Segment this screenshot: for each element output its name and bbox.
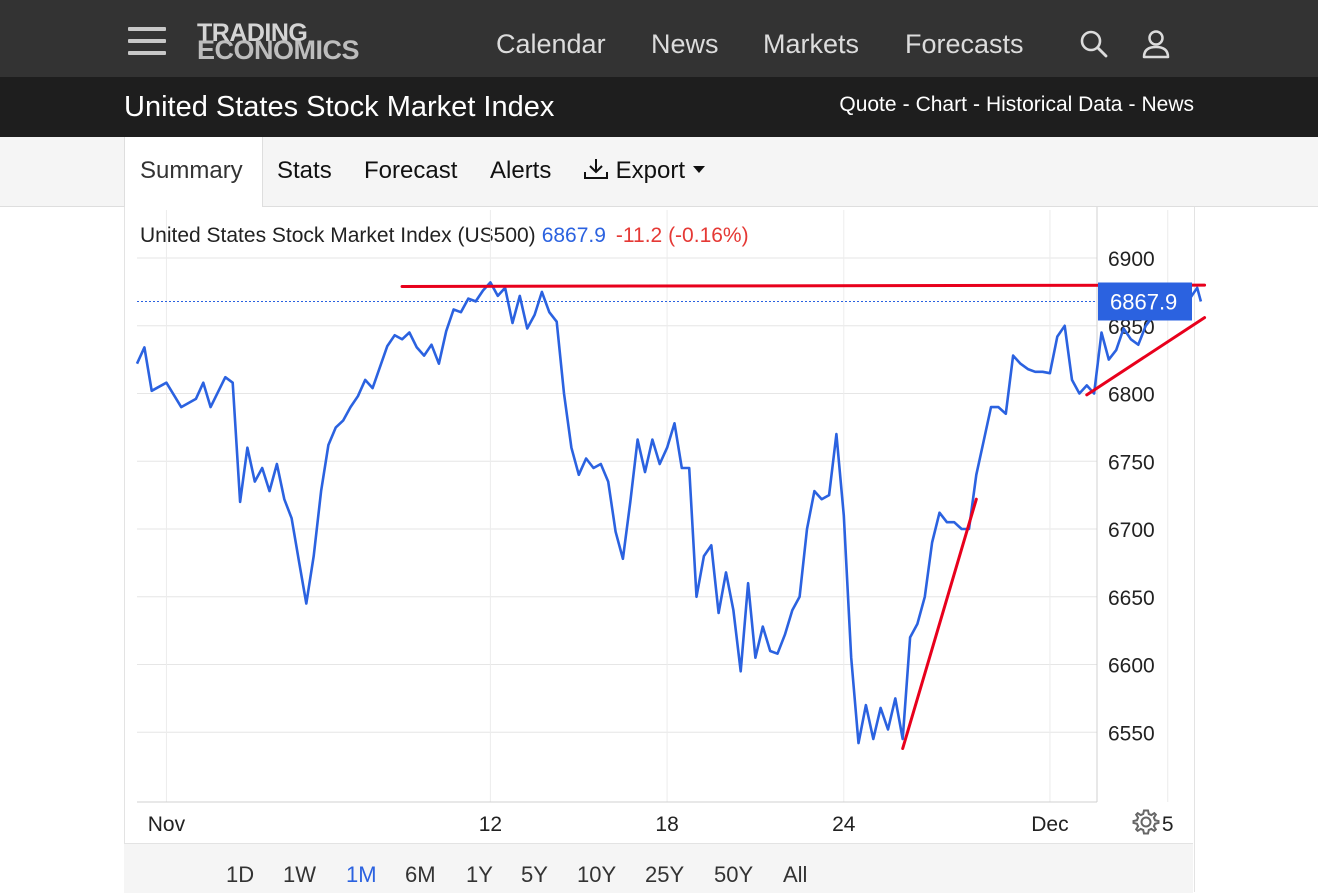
current-price: 6867.9 <box>541 224 606 247</box>
chart-grid <box>137 207 1169 803</box>
instrument-name: United States Stock Market Index (US500) <box>140 224 536 247</box>
range-1w[interactable]: 1W <box>283 862 316 887</box>
y-tick-label: 6600 <box>1108 655 1155 678</box>
trendlines <box>400 283 1207 751</box>
range-6m[interactable]: 6M <box>405 862 436 887</box>
menu-icon[interactable] <box>128 27 166 55</box>
link-quote[interactable]: Quote <box>839 93 897 116</box>
y-tick-label: 6550 <box>1108 722 1155 745</box>
range-10y[interactable]: 10Y <box>577 862 617 887</box>
nav-news[interactable]: News <box>651 29 719 59</box>
nav-forecasts[interactable]: Forecasts <box>905 29 1024 59</box>
export-label: Export <box>615 157 686 184</box>
range-5y[interactable]: 5Y <box>521 862 548 887</box>
range-1m[interactable]: 1M <box>346 862 377 887</box>
range-50y[interactable]: 50Y <box>714 862 754 887</box>
price-change: -11.2 (-0.16%) <box>615 224 749 247</box>
trendline <box>1085 316 1207 397</box>
range-1y[interactable]: 1Y <box>466 862 493 887</box>
x-tick-label: 24 <box>832 813 856 836</box>
y-tick-label: 6650 <box>1108 587 1155 610</box>
range-selector-bar <box>124 843 1193 893</box>
range-25y[interactable]: 25Y <box>645 862 685 887</box>
x-tick-label: 12 <box>479 813 502 836</box>
x-tick-label: 18 <box>655 813 678 836</box>
chart-panel <box>124 207 1195 892</box>
site-logo[interactable]: TRADING ECONOMICS <box>197 19 360 65</box>
x-axis-labels: Nov 12 18 24 Dec 5 <box>148 813 1174 836</box>
x-tick-label: Nov <box>148 813 186 836</box>
tab-export[interactable]: Export <box>583 157 706 185</box>
price-tag <box>1098 282 1192 321</box>
y-tick-label: 6750 <box>1108 451 1155 474</box>
range-1d[interactable]: 1D <box>226 862 255 887</box>
download-icon <box>584 159 608 179</box>
tab-stats[interactable]: Stats <box>277 157 332 184</box>
trendline <box>400 283 1207 288</box>
trendline <box>901 497 978 751</box>
logo-line2: ECONOMICS <box>197 35 360 65</box>
chart-header: United States Stock Market Index (US500)… <box>140 224 749 248</box>
page-links: Quote - Chart - Historical Data - News <box>839 93 1194 116</box>
range-all[interactable]: All <box>783 862 808 887</box>
x-tick-label: Dec <box>1031 813 1068 836</box>
price-line <box>135 281 1203 745</box>
link-news[interactable]: News <box>1141 93 1194 116</box>
tab-summary-bg <box>124 137 263 207</box>
page-title: United States Stock Market Index <box>124 91 555 123</box>
nav-markets[interactable]: Markets <box>763 29 860 59</box>
user-icon[interactable] <box>1140 28 1172 60</box>
search-icon[interactable] <box>1078 28 1110 60</box>
nav-calendar[interactable]: Calendar <box>496 29 606 59</box>
caret-down-icon <box>692 166 705 173</box>
y-tick-label: 6900 <box>1108 248 1155 271</box>
y-tick-label: 6700 <box>1108 519 1155 542</box>
price-tag-label: 6867.9 <box>1110 289 1177 314</box>
gear-icon[interactable] <box>1132 808 1160 836</box>
link-historical-data[interactable]: Historical Data <box>985 93 1123 116</box>
y-tick-label: 6800 <box>1108 384 1155 407</box>
tab-forecast[interactable]: Forecast <box>364 157 458 184</box>
tab-summary[interactable]: Summary <box>140 157 243 184</box>
logo-line1: TRADING <box>197 19 308 47</box>
page-header-bar <box>0 77 1318 137</box>
x-tick-label: 5 <box>1162 813 1174 836</box>
link-chart[interactable]: Chart <box>915 93 967 116</box>
tab-alerts[interactable]: Alerts <box>490 157 552 184</box>
